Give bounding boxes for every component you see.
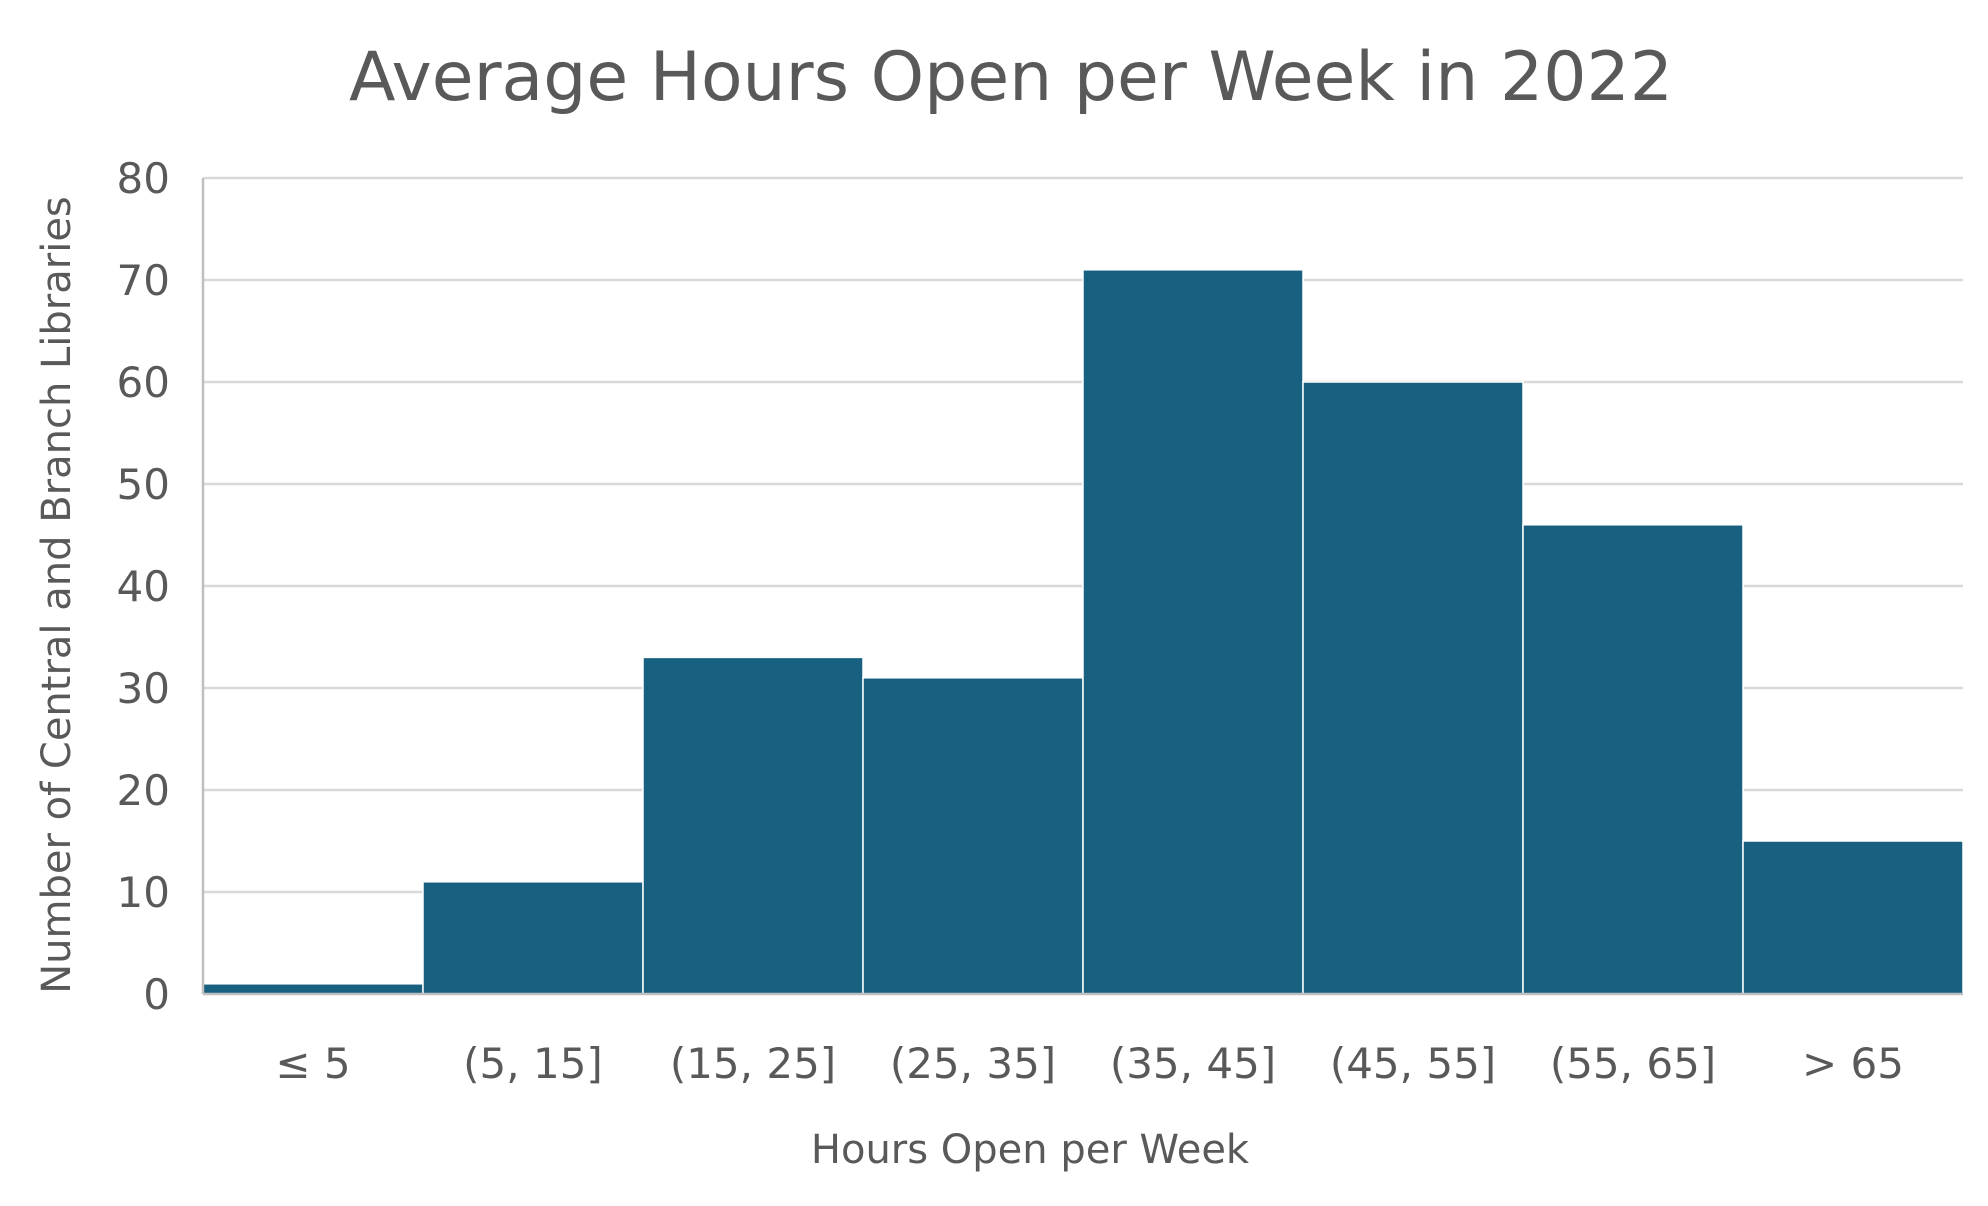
y-tick-label: 50 — [117, 460, 170, 509]
bar — [1082, 269, 1304, 995]
x-tick-label: ≤ 5 — [275, 1039, 350, 1088]
y-tick-labels: 0 10 20 30 40 50 60 70 80 — [117, 154, 170, 1019]
x-tick-label: > 65 — [1802, 1039, 1904, 1088]
bar — [422, 881, 644, 995]
y-tick-label: 70 — [117, 256, 170, 305]
x-tick-label: (35, 45] — [1110, 1039, 1276, 1088]
bars — [202, 269, 1964, 995]
y-tick-label: 40 — [117, 562, 170, 611]
y-axis-label: Number of Central and Branch Libraries — [34, 196, 80, 994]
x-tick-label: (5, 15] — [463, 1039, 603, 1088]
bar — [862, 677, 1084, 995]
bar — [1522, 524, 1744, 995]
y-tick-label: 60 — [117, 358, 170, 407]
x-tick-labels: ≤ 5 (5, 15] (15, 25] (25, 35] (35, 45] (45, 5… — [275, 1039, 1904, 1088]
x-tick-label: (55, 65] — [1550, 1039, 1716, 1088]
bar — [642, 656, 864, 995]
bar — [202, 983, 424, 995]
y-tick-label: 0 — [143, 970, 170, 1019]
y-tick-label: 80 — [117, 154, 170, 203]
x-axis-label: Hours Open per Week — [811, 1127, 1250, 1173]
chart-title: Average Hours Open per Week in 2022 — [349, 38, 1673, 117]
x-tick-label: (25, 35] — [890, 1039, 1056, 1088]
x-tick-label: (15, 25] — [670, 1039, 836, 1088]
x-tick-label: (45, 55] — [1330, 1039, 1496, 1088]
axes — [201, 178, 1963, 996]
y-tick-label: 20 — [117, 766, 170, 815]
y-tick-label: 30 — [117, 664, 170, 713]
bar — [1742, 840, 1964, 995]
y-tick-label: 10 — [117, 868, 170, 917]
bar — [1302, 381, 1524, 995]
